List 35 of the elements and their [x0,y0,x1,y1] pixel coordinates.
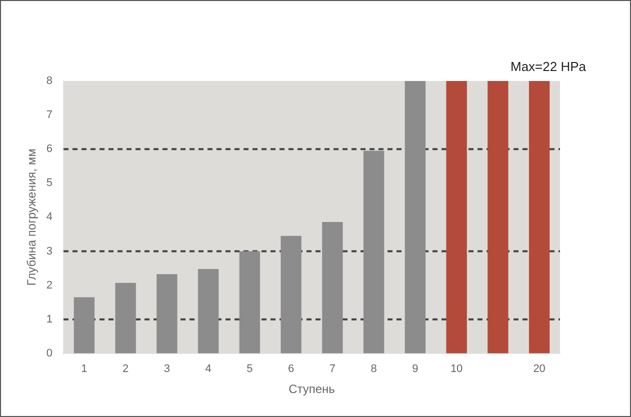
y-tick-label: 2 [46,279,53,292]
x-tick-label: 9 [412,363,418,376]
y-tick-label: 0 [46,347,53,360]
bar [404,81,426,354]
x-tick-label: 5 [246,363,253,376]
y-tick-label: 8 [46,75,53,88]
bar [322,222,343,354]
x-tick-label: 1 [81,363,88,376]
bar [528,81,550,354]
bar [239,251,260,354]
y-tick-label: 3 [46,245,53,258]
text: Max=22 HPa [510,59,586,74]
y-tick-label: 1 [46,313,53,326]
bar [446,81,467,354]
bar [363,150,384,354]
x-tick-label: 2 [122,363,129,376]
y-tick-label: 6 [46,143,53,156]
bar [280,236,302,354]
y-tick-label: 5 [46,177,53,190]
x-tick-label: 8 [370,363,377,376]
y-tick-label: 4 [46,211,53,224]
y-tick-label: 7 [46,109,53,122]
x-tick-label: 20 [533,363,546,376]
x-tick-label: 10 [450,363,463,376]
bar [74,297,95,354]
bar [115,282,136,354]
bar [156,274,178,354]
x-tick-label: 7 [329,363,336,376]
x-tick-label: 6 [288,363,294,376]
bar [488,81,508,354]
x-tick-label: 4 [205,363,212,376]
bar [198,268,219,354]
x-axis-title: Ступень [288,382,335,396]
x-tick-label: 3 [164,363,170,376]
y-axis-title: Глубина погружения, мм [24,148,39,286]
